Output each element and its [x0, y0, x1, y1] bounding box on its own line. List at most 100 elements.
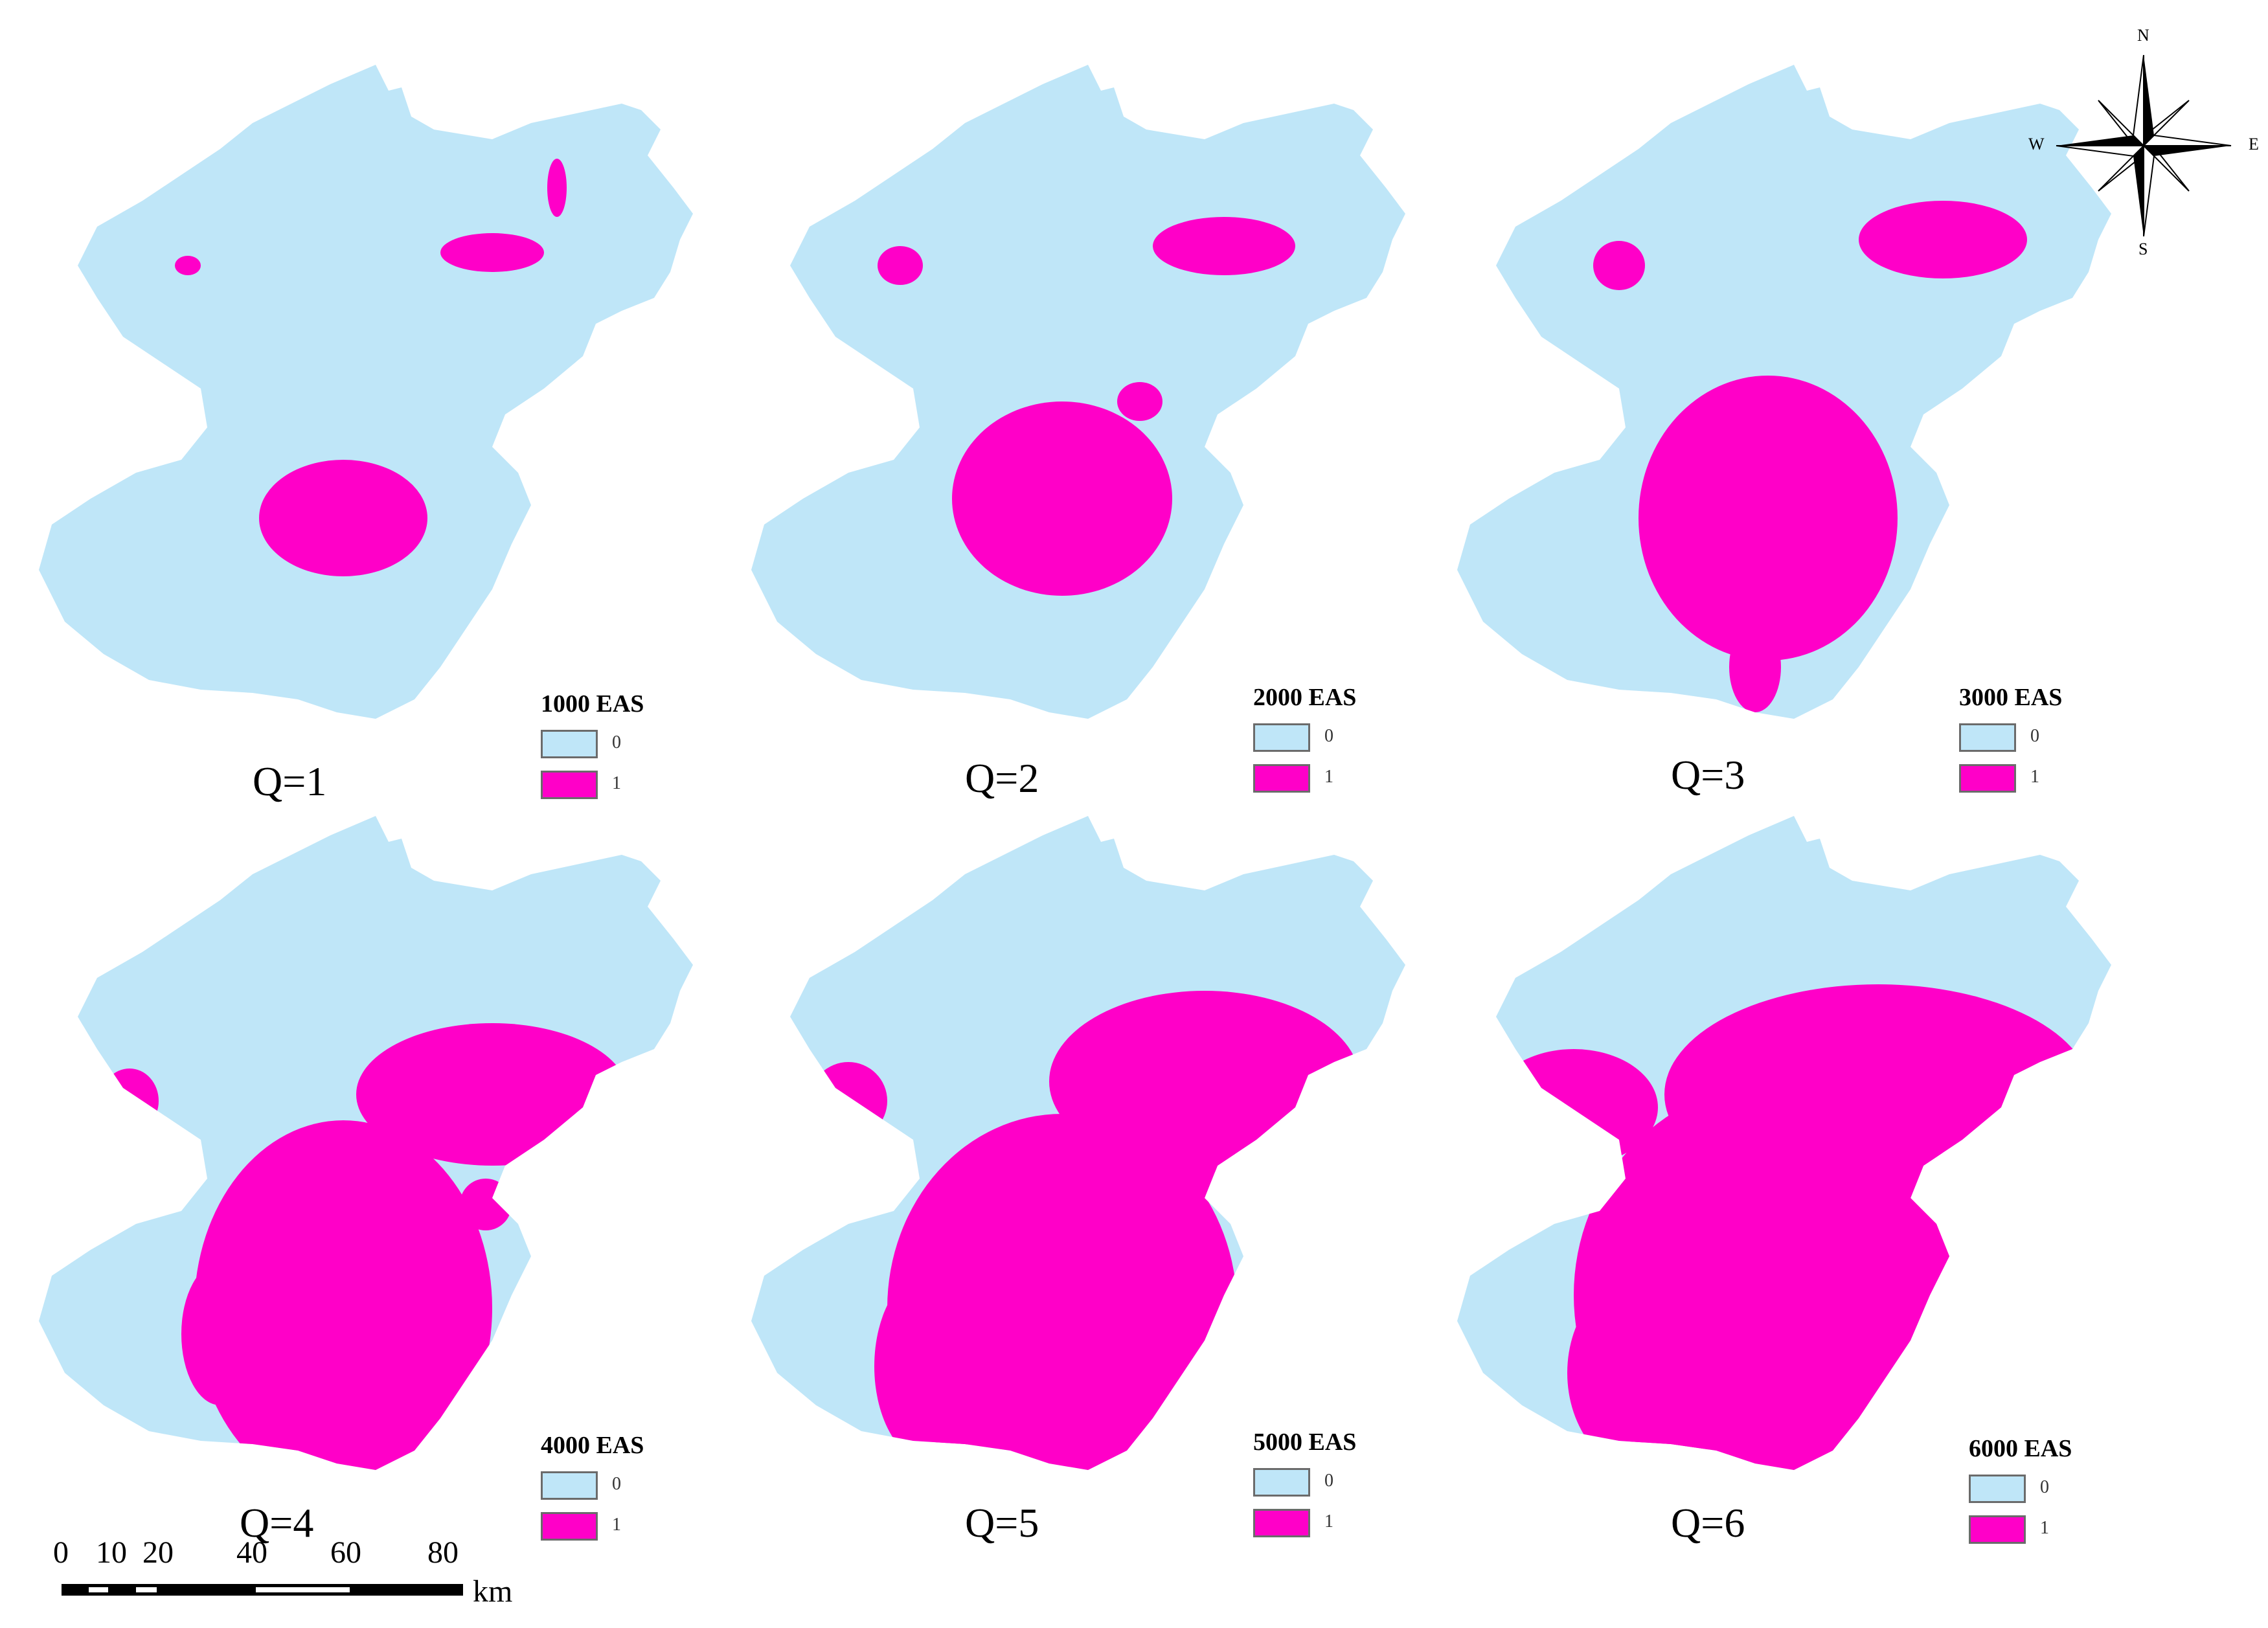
legend-swatch-0 — [541, 1471, 598, 1500]
urban-patch — [100, 1068, 159, 1133]
scale-tick-0: 0 — [53, 1535, 69, 1570]
urban-patch — [1159, 1133, 1237, 1198]
urban-area-layer — [175, 159, 567, 576]
urban-patch — [878, 246, 923, 285]
map-panel-q5: Q=5 5000 EAS 0 1 — [751, 803, 1464, 1548]
compass-n-label: N — [2137, 26, 2149, 45]
map-q5 — [751, 816, 1405, 1470]
q-label: Q=2 — [965, 755, 1039, 801]
legend-swatch-1 — [1253, 1509, 1310, 1537]
urban-patch — [1117, 382, 1162, 421]
legend-title: 1000 EAS — [541, 690, 644, 718]
legend-value-0: 0 — [1324, 1471, 1333, 1491]
map-panel-q4: Q=4 4000 EAS 0 1 — [39, 803, 751, 1548]
map-q1 — [39, 65, 693, 719]
legend: 4000 EAS 0 1 — [541, 1431, 709, 1561]
legend-swatch-0 — [1959, 723, 2016, 752]
map-q3 — [1457, 65, 2111, 719]
urban-patch — [460, 1179, 512, 1230]
urban-patch — [175, 256, 201, 275]
legend-title: 4000 EAS — [541, 1432, 644, 1459]
urban-patch — [1490, 1049, 1658, 1166]
legend-title: 5000 EAS — [1253, 1429, 1357, 1456]
legend-row-1: 1 — [1959, 764, 2102, 798]
legend-value-1: 1 — [2030, 767, 2039, 787]
legend-value-0: 0 — [2030, 726, 2039, 746]
urban-patch — [2011, 368, 2056, 409]
map-panel-q1: Q=1 1000 EAS 0 1 — [39, 52, 751, 804]
urban-patch — [547, 159, 567, 217]
q-label: Q=3 — [1671, 752, 1745, 798]
urban-patch — [1567, 1269, 1736, 1470]
q-label: Q=6 — [1671, 1500, 1745, 1546]
legend-row-1: 1 — [1253, 764, 1396, 798]
legend-title: 3000 EAS — [1959, 684, 2063, 711]
legend-row-0: 0 — [1253, 1468, 1396, 1502]
urban-patch — [1593, 241, 1645, 290]
urban-patch — [1639, 376, 1898, 661]
map-q4 — [39, 816, 693, 1470]
legend-title: 6000 EAS — [1969, 1435, 2072, 1462]
region-boundary — [39, 65, 693, 719]
legend-value-0: 0 — [1324, 726, 1333, 746]
compass-s-label: S — [2138, 240, 2148, 258]
legend: 2000 EAS 0 1 — [1253, 683, 1422, 813]
scale-bar-graphic — [62, 1584, 463, 1596]
legend-swatch-0 — [1969, 1475, 2026, 1503]
legend-value-1: 1 — [1324, 1511, 1333, 1532]
scale-tick-80: 80 — [427, 1535, 459, 1570]
legend-row-1: 1 — [1969, 1515, 2111, 1549]
legend-value-1: 1 — [612, 1515, 621, 1535]
legend-row-0: 0 — [1969, 1475, 2111, 1508]
legend-swatch-1 — [1253, 764, 1310, 793]
legend-row-0: 0 — [1253, 723, 1396, 757]
map-panel-q3: Q=3 3000 EAS 0 1 — [1457, 52, 2170, 798]
scale-tick-60: 60 — [330, 1535, 361, 1570]
urban-patch — [1859, 201, 2027, 278]
legend-title: 2000 EAS — [1253, 684, 1357, 711]
legend: 1000 EAS 0 1 — [541, 690, 709, 819]
urban-patch — [1664, 984, 2092, 1204]
q-label: Q=1 — [253, 758, 327, 804]
compass-star-icon — [2056, 54, 2232, 237]
legend-value-0: 0 — [612, 732, 621, 752]
q-label: Q=5 — [965, 1500, 1039, 1546]
legend-swatch-1 — [1959, 764, 2016, 793]
urban-patch — [874, 1269, 991, 1464]
legend-row-1: 1 — [541, 1512, 683, 1546]
legend-value-1: 1 — [612, 773, 621, 793]
compass-w-label: W — [2028, 135, 2045, 153]
scale-tick-20: 20 — [142, 1535, 174, 1570]
q-label: Q=4 — [240, 1500, 314, 1546]
legend-row-0: 0 — [541, 1471, 683, 1505]
legend-swatch-0 — [541, 730, 598, 758]
urban-patch — [1153, 217, 1295, 275]
legend-value-0: 0 — [612, 1474, 621, 1494]
map-q2 — [751, 65, 1405, 719]
legend-swatch-1 — [1969, 1515, 2026, 1544]
urban-patch — [1729, 622, 1781, 712]
legend: 3000 EAS 0 1 — [1959, 683, 2127, 813]
legend-value-0: 0 — [2040, 1477, 2049, 1497]
scale-tick-40: 40 — [236, 1535, 267, 1570]
legend-row-0: 0 — [1959, 723, 2102, 757]
legend-swatch-0 — [1253, 1468, 1310, 1497]
map-q6 — [1457, 816, 2111, 1470]
legend-value-1: 1 — [1324, 767, 1333, 787]
legend-value-1: 1 — [2040, 1518, 2049, 1538]
urban-patch — [259, 460, 427, 576]
urban-patch — [356, 1023, 628, 1166]
region-boundary — [751, 65, 1405, 719]
compass-rose: N S W E — [2021, 26, 2267, 259]
legend-swatch-1 — [541, 771, 598, 799]
legend: 6000 EAS 0 1 — [1969, 1434, 2137, 1564]
map-panel-q6: Q=6 6000 EAS 0 1 — [1457, 803, 2170, 1548]
urban-patch — [1859, 1153, 2040, 1256]
scale-unit: km — [473, 1574, 513, 1609]
urban-patch — [181, 1263, 259, 1405]
urban-patch — [194, 1120, 492, 1470]
urban-patch — [1271, 379, 1307, 411]
map-panel-q2: Q=2 2000 EAS 0 1 — [751, 52, 1464, 801]
urban-area-layer — [1593, 201, 2056, 712]
